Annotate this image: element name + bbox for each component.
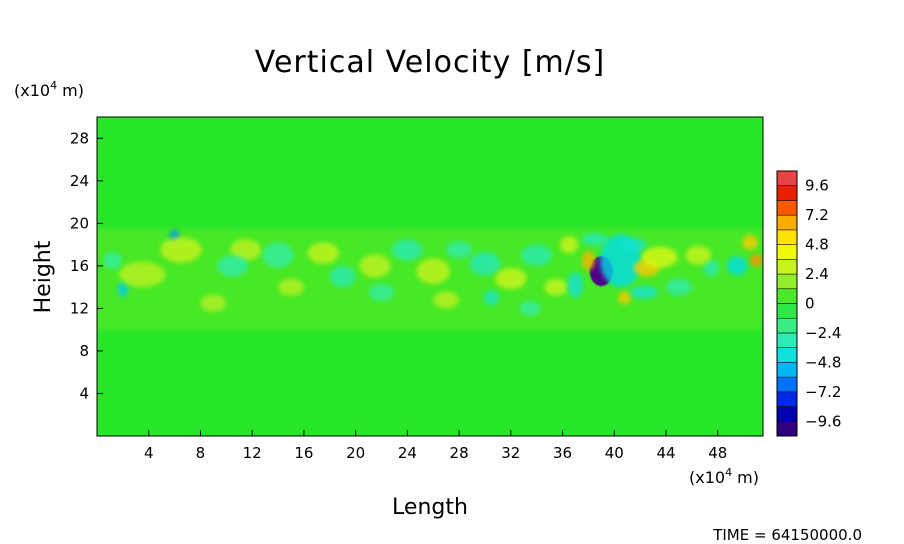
x-tick-label: 48 — [708, 444, 727, 462]
heatmap-cell-37 — [433, 291, 460, 309]
colorbar-tick-label: 2.4 — [805, 265, 829, 283]
heatmap-cell-36 — [368, 283, 395, 301]
y-tick-label: 20 — [70, 214, 89, 232]
heatmap-cell-39 — [666, 278, 692, 296]
colorbar-segment — [776, 391, 798, 407]
x-tick-label: 32 — [501, 444, 520, 462]
heatmap-cell-40 — [519, 300, 541, 316]
heatmap-cell-32 — [559, 236, 579, 254]
colorbar-tick-label: 0 — [805, 295, 815, 313]
time-stamp: TIME = 64150000.0 — [712, 526, 862, 544]
heatmap-cell-27 — [469, 252, 501, 276]
colorbar-segment — [776, 376, 798, 393]
colorbar-segment — [776, 362, 798, 378]
x-tick-label: 8 — [196, 444, 206, 462]
heatmap-cell-35 — [278, 278, 304, 296]
colorbar-segment — [776, 332, 798, 348]
heatmap-cell-5 — [641, 246, 678, 268]
x-tick-label: 44 — [656, 444, 675, 462]
colorbar-segment — [776, 244, 798, 260]
heatmap-cell-31 — [544, 278, 568, 296]
colorbar-segment — [776, 273, 798, 290]
heatmap-cell-14 — [117, 281, 129, 297]
heatmap-cell-8 — [742, 235, 758, 250]
colorbar-tick-label: −9.6 — [805, 412, 841, 430]
heatmap-cell-10 — [726, 256, 748, 276]
heatmap-cell-7 — [620, 238, 647, 251]
y-tick-label: 8 — [79, 342, 89, 360]
colorbar-segment — [776, 347, 798, 363]
heatmap-cell-28 — [483, 290, 500, 306]
heatmap-cell-11 — [703, 259, 720, 277]
colorbar-segment — [776, 406, 798, 422]
colorbar-segment — [776, 288, 798, 304]
heatmap-cell-17 — [103, 252, 122, 270]
heatmap-features — [103, 229, 763, 316]
heatmap-cell-21 — [307, 242, 339, 264]
y-tick-label: 28 — [70, 129, 89, 147]
colorbar-tick-label: −7.2 — [805, 383, 841, 401]
colorbar-segment — [776, 317, 798, 334]
heatmap-cell-12 — [685, 245, 712, 265]
y-tick-label: 24 — [70, 172, 89, 190]
y-axis-unit: (x104 m) — [14, 79, 84, 100]
colorbar-segment — [776, 214, 798, 231]
heatmap-cell-33 — [567, 272, 584, 298]
colorbar-segment — [776, 170, 798, 186]
colorbar-segment — [776, 185, 798, 201]
colorbar — [776, 170, 798, 437]
x-tick-label: 4 — [144, 444, 154, 462]
colorbar-segment — [776, 200, 798, 216]
heatmap-cell-22 — [329, 265, 356, 288]
x-axis-label: Length — [392, 495, 468, 520]
x-axis-unit: (x104 m) — [689, 466, 759, 487]
chart-title: Vertical Velocity [m/s] — [255, 45, 605, 80]
heatmap-cell-23 — [359, 254, 391, 278]
colorbar-tick-label: 9.6 — [805, 177, 829, 195]
colorbar-tick-label: −4.8 — [805, 353, 841, 371]
y-tick-label: 16 — [70, 257, 89, 275]
heatmap-cell-25 — [416, 258, 451, 284]
x-axis-ticks: 4 8 12 16 20 24 28 32 36 40 44 48 — [144, 430, 727, 462]
heatmap-cell-15 — [160, 237, 202, 263]
heatmap-cell-6 — [629, 286, 659, 299]
colorbar-segment — [776, 259, 798, 275]
colorbar-segment — [776, 421, 798, 437]
x-tick-label: 24 — [398, 444, 417, 462]
colorbar-ticks: 9.6 7.2 4.8 2.4 0 −2.4 −4.8 −7.2 −9.6 — [805, 177, 841, 431]
x-tick-label: 40 — [605, 444, 624, 462]
colorbar-tick-label: 4.8 — [805, 236, 829, 254]
heatmap-cell-38 — [200, 294, 227, 312]
y-axis-ticks: 4 8 12 16 20 24 28 — [70, 129, 103, 402]
heatmap-cell-9 — [750, 254, 763, 267]
colorbar-tick-label: −2.4 — [805, 324, 841, 342]
heatmap-cell-26 — [446, 241, 473, 259]
x-tick-label: 16 — [294, 444, 313, 462]
y-tick-label: 4 — [79, 384, 89, 402]
heatmap-cell-20 — [262, 242, 294, 268]
colorbar-tick-label: 7.2 — [805, 206, 829, 224]
heatmap-cell-29 — [495, 267, 527, 290]
colorbar-segment — [776, 229, 798, 245]
heatmap-cell-3 — [581, 250, 595, 271]
x-tick-label: 12 — [243, 444, 262, 462]
colorbar-frame — [776, 170, 798, 437]
heatmap-cell-18 — [230, 239, 262, 261]
heatmap-cell-24 — [391, 239, 423, 261]
x-tick-label: 36 — [553, 444, 572, 462]
x-tick-label: 20 — [346, 444, 365, 462]
heatmap-cell-19 — [217, 255, 249, 277]
heatmap-cell-16 — [118, 261, 166, 288]
y-axis-label: Height — [31, 240, 56, 313]
colorbar-segment — [776, 303, 798, 319]
heatmap-cell-4 — [618, 291, 632, 305]
heatmap-field — [97, 117, 763, 436]
heatmap-cell-34 — [581, 232, 608, 246]
heatmap-cell-30 — [521, 244, 553, 266]
x-tick-label: 28 — [450, 444, 469, 462]
y-tick-label: 12 — [70, 299, 89, 317]
plot-frame — [96, 116, 764, 437]
